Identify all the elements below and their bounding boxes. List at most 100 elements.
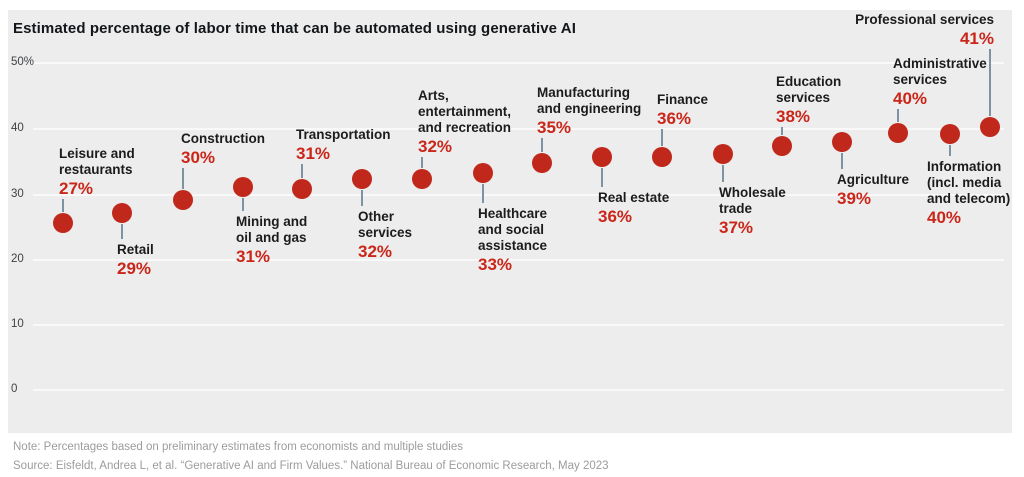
sector-name-line: Finance bbox=[657, 92, 709, 107]
point-label: Education services 38% bbox=[776, 74, 841, 125]
sector-name-line: Manufacturing bbox=[537, 85, 630, 100]
pct-value-label: 30% bbox=[181, 148, 216, 167]
data-point-dot bbox=[980, 117, 1000, 137]
data-point-dot bbox=[412, 169, 432, 189]
sector-name-line: and engineering bbox=[537, 101, 642, 116]
sector-name-line: Other bbox=[358, 209, 395, 224]
data-point-dot bbox=[940, 124, 960, 144]
sector-name-line: Construction bbox=[181, 131, 265, 146]
sector-name-line: Agriculture bbox=[837, 172, 910, 187]
data-point-dot bbox=[652, 147, 672, 167]
sector-name-line: Leisure and bbox=[59, 146, 135, 161]
sector-name-line: Information bbox=[927, 159, 1002, 174]
chart-title: Estimated percentage of labor time that … bbox=[13, 20, 577, 37]
sector-name-line: (incl. media bbox=[927, 175, 1002, 190]
y-tick-label: 20 bbox=[11, 253, 24, 265]
sector-name-line: Education bbox=[776, 74, 842, 89]
leader-line bbox=[62, 199, 64, 212]
sector-name-line: restaurants bbox=[59, 162, 133, 177]
point-label: Transportation 31% bbox=[296, 127, 391, 162]
leader-line bbox=[242, 198, 244, 211]
sector-name-line: and telecom) bbox=[927, 191, 1011, 206]
point-label: Real estate 36% bbox=[598, 190, 669, 225]
leader-line bbox=[361, 190, 363, 206]
point-label: Professional services 41% bbox=[855, 12, 994, 47]
chart-panel bbox=[8, 10, 1012, 433]
y-tick-label: 40 bbox=[11, 122, 24, 134]
leader-line bbox=[601, 168, 603, 187]
gridline-10 bbox=[33, 324, 1004, 326]
sector-name-line: entertainment, bbox=[418, 104, 512, 119]
data-point-dot bbox=[772, 136, 792, 156]
y-tick-label: 0 bbox=[11, 383, 18, 395]
sector-name-line: services bbox=[358, 225, 413, 240]
leader-line bbox=[989, 49, 991, 116]
sector-name-line: Professional services bbox=[855, 12, 994, 27]
pct-value-label: 40% bbox=[893, 89, 928, 108]
pct-value-label: 39% bbox=[837, 189, 872, 208]
data-point-dot bbox=[53, 213, 73, 233]
point-label: Leisure and restaurants 27% bbox=[59, 146, 135, 197]
gridline-40 bbox=[33, 128, 1004, 130]
pct-value-label: 29% bbox=[117, 259, 152, 278]
sector-name-line: oil and gas bbox=[236, 230, 307, 245]
point-label: Construction 30% bbox=[181, 131, 265, 166]
leader-line bbox=[482, 184, 484, 203]
gridline-50 bbox=[33, 62, 1004, 64]
leader-line bbox=[722, 165, 724, 182]
pct-value-label: 40% bbox=[927, 208, 962, 227]
sector-name-line: Retail bbox=[117, 242, 154, 257]
leader-line bbox=[661, 129, 663, 146]
chart-note: Note: Percentages based on preliminary e… bbox=[13, 441, 463, 453]
pct-value-label: 36% bbox=[598, 207, 633, 226]
gridline-0 bbox=[33, 389, 1004, 391]
point-label: Finance 36% bbox=[657, 92, 708, 127]
point-label: Agriculture 39% bbox=[837, 172, 909, 207]
leader-line bbox=[421, 157, 423, 168]
point-label: Mining and oil and gas 31% bbox=[236, 214, 307, 265]
sector-name-line: and social bbox=[478, 222, 545, 237]
sector-name-line: services bbox=[776, 90, 831, 105]
leader-line bbox=[841, 153, 843, 169]
sector-name-line: Transportation bbox=[296, 127, 391, 142]
sector-name-line: Healthcare bbox=[478, 206, 548, 221]
pct-value-label: 31% bbox=[296, 144, 331, 163]
data-point-dot bbox=[112, 203, 132, 223]
leader-line bbox=[301, 164, 303, 178]
data-point-dot bbox=[233, 177, 253, 197]
leader-line bbox=[949, 145, 951, 156]
sector-name-line: services bbox=[893, 72, 948, 87]
data-point-dot bbox=[292, 179, 312, 199]
leader-line bbox=[897, 109, 899, 122]
leader-line bbox=[182, 168, 184, 189]
pct-value-label: 32% bbox=[358, 242, 393, 261]
pct-value-label: 38% bbox=[776, 107, 811, 126]
pct-value-label: 41% bbox=[959, 29, 994, 48]
y-tick-label: 30 bbox=[11, 188, 24, 200]
point-label: Wholesale trade 37% bbox=[719, 185, 786, 236]
chart-source: Source: Eisfeldt, Andrea L, et al. “Gene… bbox=[13, 460, 609, 472]
data-point-dot bbox=[888, 123, 908, 143]
point-label: Manufacturing and engineering 35% bbox=[537, 85, 641, 136]
point-label: Arts, entertainment, and recreation 32% bbox=[418, 88, 511, 155]
data-point-dot bbox=[352, 169, 372, 189]
y-tick-label: 10 bbox=[11, 318, 24, 330]
point-label: Administrative services 40% bbox=[893, 56, 987, 107]
pct-value-label: 32% bbox=[418, 137, 453, 156]
sector-name-line: Real estate bbox=[598, 190, 670, 205]
data-point-dot bbox=[532, 153, 552, 173]
sector-name-line: Wholesale bbox=[719, 185, 786, 200]
pct-value-label: 37% bbox=[719, 218, 754, 237]
pct-value-label: 27% bbox=[59, 179, 94, 198]
point-label: Other services 32% bbox=[358, 209, 412, 260]
leader-line bbox=[541, 138, 543, 152]
pct-value-label: 35% bbox=[537, 118, 572, 137]
data-point-dot bbox=[473, 163, 493, 183]
sector-name-line: Mining and bbox=[236, 214, 308, 229]
data-point-dot bbox=[173, 190, 193, 210]
gridline-30 bbox=[33, 194, 1004, 196]
data-point-dot bbox=[592, 147, 612, 167]
gridline-20 bbox=[33, 259, 1004, 261]
data-point-dot bbox=[832, 132, 852, 152]
